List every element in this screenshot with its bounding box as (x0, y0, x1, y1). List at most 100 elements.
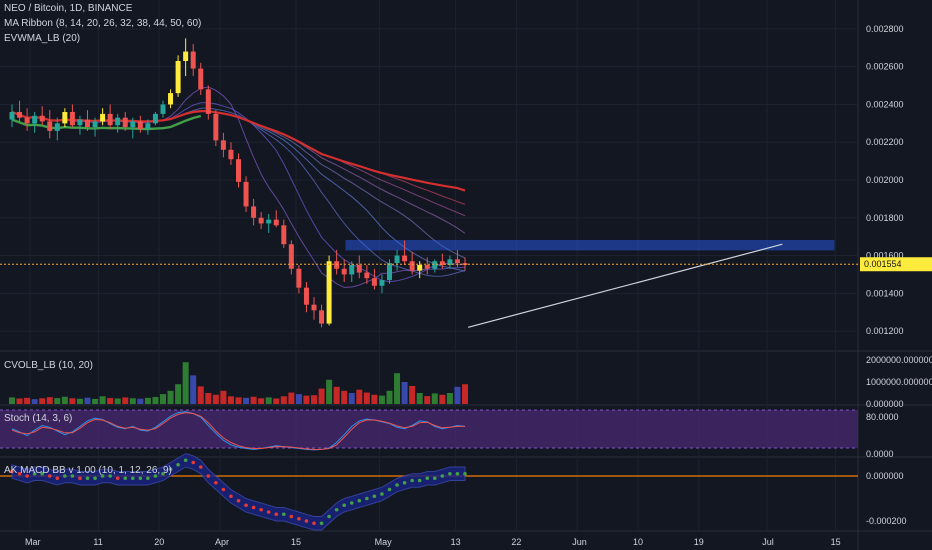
volume-bar (318, 388, 325, 404)
macd-dot (221, 487, 226, 492)
volume-bar (371, 394, 378, 404)
macd-dot (274, 512, 279, 517)
macd-dot (410, 478, 414, 483)
macd-dot (387, 487, 392, 492)
volume-bar (175, 384, 182, 404)
candle-body (296, 268, 302, 288)
macd-dot (214, 480, 218, 485)
macd-dot (334, 507, 339, 512)
candle-body (39, 115, 45, 122)
stoch-tick-label: 0.0000 (866, 449, 894, 459)
macd-dot (425, 476, 430, 481)
evwma-line (11, 114, 202, 131)
volume-bar (16, 398, 23, 404)
symbol-legend[interactable]: NEO / Bitcoin, 1D, BINANCE (4, 3, 133, 14)
resistance-zone (345, 239, 835, 251)
candle-body (356, 265, 362, 273)
candle-body (85, 119, 90, 128)
macd-dot (357, 498, 362, 503)
price-tick-label: 0.002800 (866, 24, 904, 34)
macd-dot (380, 492, 384, 496)
macd-dot (455, 471, 460, 476)
candle-body (447, 259, 453, 265)
macd-dot (297, 516, 301, 521)
macd-dot (93, 476, 97, 481)
volume-tick-label: 0.000000 (866, 399, 904, 409)
time-tick-label: 10 (633, 537, 643, 547)
candle-body (341, 268, 347, 275)
volume-tick-label: 2000000.000000 (866, 355, 932, 365)
volume-bar (212, 394, 219, 404)
candle-body (24, 117, 30, 124)
stoch-pane-label[interactable]: Stoch (14, 3, 6) (4, 413, 73, 424)
volume-bar (54, 398, 61, 404)
candle-body (243, 181, 249, 207)
volume-bar (446, 393, 453, 404)
volume-bar (137, 398, 144, 404)
volume-bar (378, 395, 385, 404)
evwma-legend[interactable]: EVWMA_LB (20) (4, 33, 81, 44)
macd-pane-label[interactable]: AK MACD BB v 1.00 (10, 1, 12, 26, 9) (4, 465, 172, 476)
candle-body (77, 119, 83, 126)
macd-dot (312, 521, 316, 526)
volume-bar (311, 395, 317, 404)
macd-dot (402, 480, 407, 485)
volume-bar (288, 392, 295, 404)
volume-bar (326, 379, 333, 404)
stoch-band (0, 410, 858, 448)
volume-bar (462, 384, 468, 404)
time-tick-label: 15 (291, 537, 301, 547)
ma-ribbon-legend[interactable]: MA Ribbon (8, 14, 20, 26, 32, 38, 44, 50… (4, 18, 202, 29)
candle-body (198, 68, 204, 90)
candle-body (364, 272, 370, 279)
candle-body (160, 104, 166, 114)
volume-bar (167, 390, 174, 404)
volume-bar (61, 396, 68, 404)
candle-body (47, 121, 53, 131)
volume-bar (24, 397, 31, 404)
volume-bar (205, 393, 212, 404)
macd-dot (349, 501, 354, 505)
candle-body (273, 219, 279, 226)
candle-body (137, 121, 143, 129)
macd-dot (191, 460, 195, 465)
macd-dot (448, 471, 452, 476)
volume-bar (114, 398, 121, 404)
macd-dot (108, 474, 112, 478)
time-tick-label: May (375, 537, 393, 547)
macd-dot (463, 471, 467, 476)
macd-dot (100, 474, 105, 478)
price-tick-label: 0.002200 (866, 137, 904, 147)
cvolb-pane-label[interactable]: CVOLB_LB (10, 20) (4, 360, 93, 371)
volume-bar (273, 398, 280, 404)
price-tick-label: 0.002600 (866, 62, 904, 72)
macd-dot (395, 483, 399, 487)
candle-body (409, 261, 415, 271)
candle-body (439, 261, 445, 265)
candle-body (54, 123, 60, 131)
volume-bar (431, 393, 438, 404)
volume-bar (424, 396, 431, 404)
volume-bar (333, 386, 340, 404)
macd-dot (304, 519, 309, 523)
candle-body (92, 121, 98, 128)
macd-dot (138, 476, 143, 481)
macd-dot (25, 474, 29, 478)
macd-dot (17, 471, 22, 476)
volume-bar (227, 396, 234, 404)
current-price-label: 0.001554 (864, 259, 902, 269)
candle-body (424, 265, 430, 269)
price-tick-label: 0.002000 (866, 175, 904, 185)
volume-bar (92, 398, 99, 404)
macd-dot (319, 521, 324, 526)
candle-body (190, 51, 196, 69)
macd-dot (229, 494, 233, 499)
volume-bar (401, 382, 408, 404)
volume-bar (197, 386, 204, 404)
stoch-line (11, 412, 465, 450)
volume-bar (454, 386, 461, 404)
candle-body (417, 265, 423, 271)
candle-body (303, 287, 309, 305)
